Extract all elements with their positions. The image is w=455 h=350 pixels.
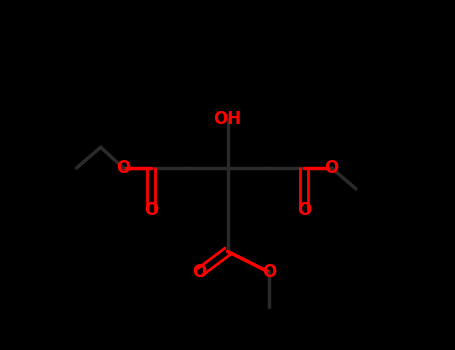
Text: O: O <box>262 263 276 281</box>
Text: O: O <box>297 201 311 219</box>
Text: OH: OH <box>213 111 242 128</box>
Text: O: O <box>324 159 339 177</box>
Text: O: O <box>144 201 158 219</box>
Text: O: O <box>192 263 207 281</box>
Text: O: O <box>116 159 131 177</box>
